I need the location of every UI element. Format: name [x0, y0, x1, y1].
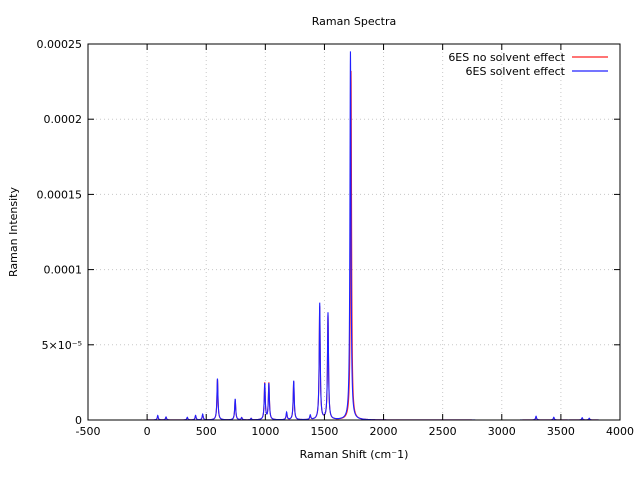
- x-tick-label: -500: [76, 425, 101, 438]
- x-tick-label: 3000: [488, 425, 516, 438]
- x-tick-label: 1000: [251, 425, 279, 438]
- legend-label: 6ES no solvent effect: [448, 51, 565, 64]
- y-tick-label: 0.00025: [37, 38, 83, 51]
- x-axis: -500 0 500 1000 1500 2000 2500 3000 3500 4000: [76, 44, 634, 438]
- series-line-no-solvent: [147, 70, 609, 421]
- x-tick-label: 2500: [429, 425, 457, 438]
- y-tick-label: 0.0001: [44, 264, 83, 277]
- y-tick-label: 0.0002: [44, 113, 83, 126]
- grid: [88, 44, 620, 420]
- x-tick-label: 3500: [547, 425, 575, 438]
- x-tick-label: 500: [196, 425, 217, 438]
- series-layer: [147, 51, 609, 421]
- x-axis-label: Raman Shift (cm⁻1): [300, 448, 409, 461]
- y-tick-label: 0: [75, 414, 82, 427]
- y-axis-label: Raman Intensity: [7, 187, 20, 277]
- x-tick-label: 2000: [370, 425, 398, 438]
- plot-frame: [87, 43, 621, 421]
- y-tick-label: 0.00015: [37, 188, 83, 201]
- series-line-solvent: [147, 51, 609, 421]
- y-tick-label: 5×10⁻⁵: [42, 339, 82, 352]
- x-tick-label: 0: [144, 425, 151, 438]
- x-tick-label: 1500: [310, 425, 338, 438]
- chart-title: Raman Spectra: [312, 15, 396, 28]
- legend-label: 6ES solvent effect: [466, 65, 566, 78]
- y-axis: 0 5×10⁻⁵ 0.0001 0.00015 0.0002 0.00025: [37, 38, 620, 427]
- x-tick-label: 4000: [606, 425, 634, 438]
